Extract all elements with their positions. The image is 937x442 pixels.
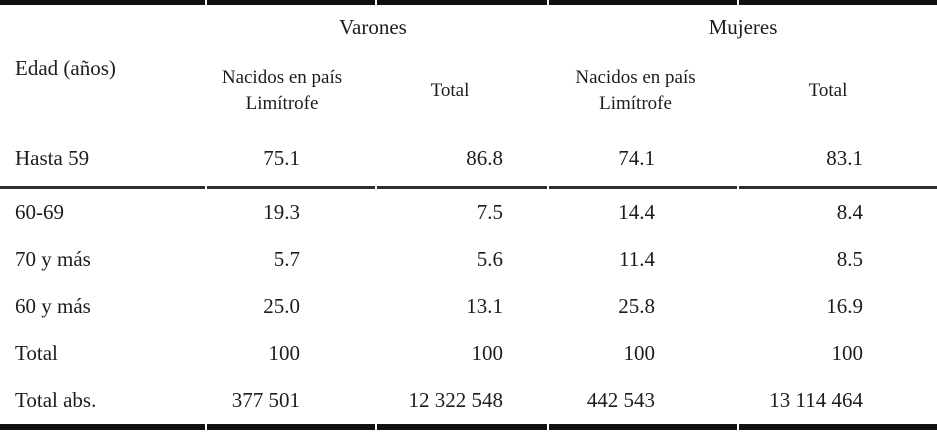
top-rule-segment bbox=[207, 0, 375, 5]
value-cell: 12 322 548 bbox=[408, 387, 504, 412]
value-cell: 11.4 bbox=[619, 246, 655, 271]
corner-header-edad: Edad (años) bbox=[15, 55, 116, 80]
group-header-varones: Varones bbox=[339, 14, 407, 39]
row-label: Hasta 59 bbox=[15, 146, 90, 171]
value-cell: 377 501 bbox=[231, 387, 300, 412]
top-rule-segment bbox=[377, 0, 547, 5]
value-cell: 8.5 bbox=[836, 246, 863, 271]
row-label: Total abs. bbox=[15, 387, 97, 412]
bottom-rule-segment bbox=[0, 424, 205, 430]
row-label: 60-69 bbox=[15, 199, 64, 224]
bottom-rule-segment bbox=[739, 424, 937, 430]
mid-rule-segment bbox=[207, 186, 375, 189]
value-cell: 5.7 bbox=[273, 246, 300, 271]
mid-rule-segment bbox=[0, 186, 205, 189]
value-cell: 100 bbox=[268, 340, 301, 365]
bottom-rule-segment bbox=[377, 424, 547, 430]
sub-header-mujeres-limitrofe: Nacidos en país Limítrofe bbox=[575, 67, 696, 114]
value-cell: 100 bbox=[831, 340, 864, 365]
value-cell: 13.1 bbox=[466, 293, 503, 318]
value-cell: 100 bbox=[471, 340, 504, 365]
row-label: Total bbox=[15, 340, 58, 365]
value-cell: 74.1 bbox=[618, 146, 655, 171]
value-cell: 100 bbox=[623, 340, 656, 365]
top-rule-segment bbox=[549, 0, 737, 5]
value-cell: 86.8 bbox=[466, 146, 503, 171]
row-label: 70 y más bbox=[15, 246, 91, 271]
value-cell: 8.4 bbox=[836, 199, 863, 224]
value-cell: 7.5 bbox=[476, 199, 503, 224]
mid-rule-segment bbox=[549, 186, 737, 189]
mid-rule-segment bbox=[377, 186, 547, 189]
value-cell: 442 543 bbox=[586, 387, 655, 412]
top-rule-segment bbox=[0, 0, 205, 5]
bottom-rule-segment bbox=[549, 424, 737, 430]
value-cell: 25.0 bbox=[263, 293, 300, 318]
sub-header-varones-limitrofe: Nacidos en país Limítrofe bbox=[221, 67, 343, 114]
bottom-rule-segment bbox=[207, 424, 375, 430]
value-cell: 16.9 bbox=[826, 293, 863, 318]
value-cell: 19.3 bbox=[263, 199, 300, 224]
value-cell: 13 114 464 bbox=[769, 387, 863, 412]
value-cell: 5.6 bbox=[476, 246, 503, 271]
value-cell: 83.1 bbox=[826, 146, 863, 171]
row-label: 60 y más bbox=[15, 293, 91, 318]
group-header-mujeres: Mujeres bbox=[708, 14, 778, 39]
statistics-table: Edad (años) Varones Mujeres Nacidos en p… bbox=[0, 0, 937, 430]
sub-header-mujeres-total: Total bbox=[808, 80, 848, 102]
top-rule-segment bbox=[739, 0, 937, 5]
value-cell: 75.1 bbox=[263, 146, 300, 171]
sub-header-varones-total: Total bbox=[430, 80, 470, 102]
value-cell: 14.4 bbox=[618, 199, 655, 224]
mid-rule-segment bbox=[739, 186, 937, 189]
value-cell: 25.8 bbox=[618, 293, 655, 318]
